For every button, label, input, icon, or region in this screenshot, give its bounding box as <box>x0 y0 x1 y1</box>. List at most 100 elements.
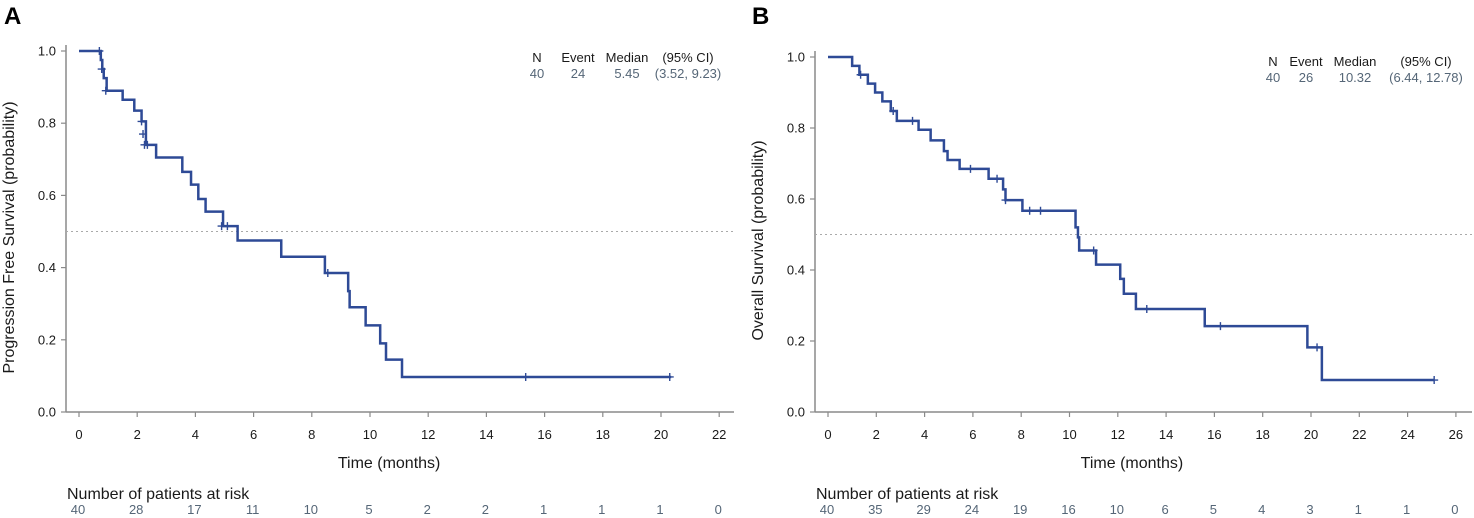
x-tick-label: 22 <box>712 427 726 442</box>
stats-value-n: 40 <box>1266 70 1280 85</box>
y-tick-label: 1.0 <box>38 44 56 59</box>
y-tick-label: 0.6 <box>787 192 805 207</box>
risk-count: 28 <box>129 502 143 517</box>
x-tick-label: 10 <box>1062 427 1076 442</box>
censor-mark <box>95 47 104 55</box>
x-tick-label: 14 <box>479 427 493 442</box>
y-tick-label: 0.8 <box>38 116 56 131</box>
risk-count: 3 <box>1306 502 1313 517</box>
risk-count: 2 <box>424 502 431 517</box>
x-tick-label: 20 <box>1304 427 1318 442</box>
risk-count: 29 <box>916 502 930 517</box>
x-tick-label: 12 <box>1111 427 1125 442</box>
x-tick-label: 8 <box>1018 427 1025 442</box>
x-tick-label: 16 <box>1207 427 1221 442</box>
censor-mark <box>1036 206 1045 215</box>
risk-count: 0 <box>715 502 722 517</box>
risk-count: 2 <box>482 502 489 517</box>
risk-count: 1 <box>598 502 605 517</box>
risk-table-title: Number of patients at risk <box>67 486 250 503</box>
y-tick-label: 0.6 <box>38 188 56 203</box>
stats-value-n: 40 <box>530 66 544 81</box>
x-tick-label: 16 <box>537 427 551 442</box>
risk-count: 10 <box>1110 502 1124 517</box>
censor-mark <box>223 222 232 231</box>
x-tick-label: 18 <box>596 427 610 442</box>
censor-mark <box>993 174 1002 183</box>
censor-mark <box>1216 322 1225 331</box>
censor-mark <box>856 70 865 79</box>
censor-mark <box>97 65 106 74</box>
censor-mark <box>521 372 530 381</box>
stats-header-event: Event <box>561 50 595 65</box>
x-tick-label: 0 <box>75 427 82 442</box>
risk-count: 5 <box>365 502 372 517</box>
y-tick-label: 0.8 <box>787 121 805 136</box>
x-tick-label: 2 <box>873 427 880 442</box>
stats-header-ci: (95% CI) <box>1400 54 1451 69</box>
censor-mark <box>908 116 917 125</box>
risk-count: 1 <box>1403 502 1410 517</box>
stats-value-event: 24 <box>571 66 585 81</box>
censor-mark <box>137 117 146 126</box>
censor-mark <box>1025 206 1034 215</box>
risk-table-title: Number of patients at risk <box>816 486 999 503</box>
panel-letter: A <box>4 3 21 30</box>
censor-mark <box>323 269 332 278</box>
censor-mark <box>966 164 975 173</box>
x-axis-title: Time (months) <box>338 455 441 472</box>
y-tick-label: 0.4 <box>38 260 56 275</box>
y-axis-title: Overall Survival (probability) <box>750 140 767 340</box>
stats-header-n: N <box>1268 54 1277 69</box>
risk-count: 40 <box>820 502 834 517</box>
x-tick-label: 18 <box>1255 427 1269 442</box>
stats-value-ci: (3.52, 9.23) <box>655 66 722 81</box>
censor-mark <box>665 372 674 381</box>
stats-value-ci: (6.44, 12.78) <box>1389 70 1463 85</box>
x-tick-label: 8 <box>308 427 315 442</box>
y-axis-title: Progression Free Survival (probability) <box>1 101 18 373</box>
risk-count: 17 <box>187 502 201 517</box>
risk-count: 1 <box>656 502 663 517</box>
stats-value-median: 5.45 <box>614 66 639 81</box>
x-tick-label: 4 <box>192 427 199 442</box>
stats-value-event: 26 <box>1299 70 1313 85</box>
x-tick-label: 22 <box>1352 427 1366 442</box>
y-tick-label: 1.0 <box>787 50 805 65</box>
x-tick-label: 24 <box>1400 427 1414 442</box>
risk-count: 19 <box>1013 502 1027 517</box>
stats-header-ci: (95% CI) <box>662 50 713 65</box>
y-tick-label: 0.2 <box>38 332 56 347</box>
x-axis-title: Time (months) <box>1081 455 1184 472</box>
y-tick-label: 0.2 <box>787 334 805 349</box>
risk-count: 5 <box>1210 502 1217 517</box>
stats-value-median: 10.32 <box>1339 70 1372 85</box>
stats-header-median: Median <box>1334 54 1377 69</box>
panel-letter: B <box>752 3 769 30</box>
x-tick-label: 26 <box>1449 427 1463 442</box>
x-tick-label: 2 <box>134 427 141 442</box>
risk-count: 40 <box>71 502 85 517</box>
stats-header-n: N <box>532 50 541 65</box>
censor-mark <box>143 140 152 149</box>
survival-curve <box>79 49 672 379</box>
risk-count: 24 <box>965 502 979 517</box>
x-tick-label: 4 <box>921 427 928 442</box>
risk-count: 6 <box>1161 502 1168 517</box>
risk-count: 11 <box>246 502 260 517</box>
y-tick-label: 0.4 <box>787 263 805 278</box>
y-tick-label: 0.0 <box>787 405 805 420</box>
x-tick-label: 6 <box>250 427 257 442</box>
censor-mark <box>1001 196 1010 205</box>
panel-b-os: B Overall Survival (probability) Time (m… <box>750 3 1472 517</box>
x-tick-label: 6 <box>969 427 976 442</box>
y-tick-label: 0.0 <box>38 405 56 420</box>
censor-mark <box>1430 376 1439 385</box>
panel-a-pfs: A Progression Free Survival (probability… <box>1 3 734 517</box>
x-tick-label: 14 <box>1159 427 1173 442</box>
censor-mark <box>139 130 148 139</box>
risk-count: 0 <box>1451 502 1458 517</box>
stats-header-median: Median <box>606 50 649 65</box>
x-tick-label: 0 <box>824 427 831 442</box>
